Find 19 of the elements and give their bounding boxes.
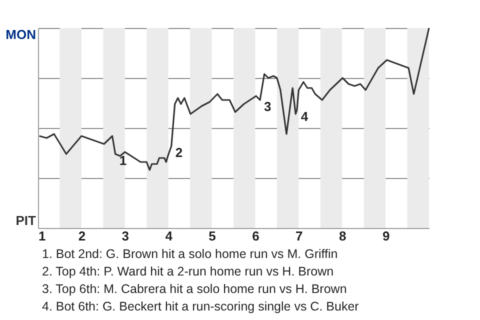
annotation: 1 bbox=[119, 153, 127, 168]
x-tick-label: 3 bbox=[122, 228, 130, 244]
annotation: 4 bbox=[300, 109, 309, 124]
annotation: 3 bbox=[264, 99, 272, 114]
x-tick-label: 7 bbox=[296, 228, 303, 244]
text: 1. Bot 2nd: G. Brown hit a solo home run vs M. Griffin bbox=[42, 247, 338, 261]
x-tick-label: 6 bbox=[252, 228, 260, 244]
x-tick-label: 1 bbox=[38, 228, 46, 244]
text: 4. Bot 6th: G. Beckert hit a run-scoring single vs C. Buker bbox=[42, 300, 359, 314]
x-tick-label: 8 bbox=[338, 228, 346, 244]
text: MON bbox=[6, 27, 36, 42]
text: 2. Top 4th: P. Ward hit a 2-run home run vs H. Brown bbox=[42, 264, 334, 278]
annotation: 2 bbox=[175, 145, 183, 160]
x-tick-label: 5 bbox=[208, 228, 216, 244]
x-tick-label: 9 bbox=[382, 228, 390, 244]
x-tick-label: 2 bbox=[78, 228, 86, 244]
x-tick-label: 4 bbox=[165, 228, 174, 244]
text: PIT bbox=[16, 213, 36, 228]
text: 3. Top 6th: M. Cabrera hit a solo home run vs H. Brown bbox=[42, 282, 347, 296]
